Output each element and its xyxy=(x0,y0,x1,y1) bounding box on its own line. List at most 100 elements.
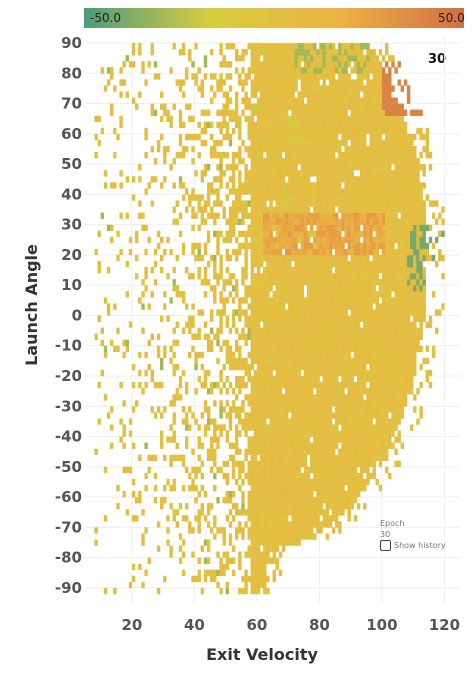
heatmap-cell xyxy=(388,382,392,389)
heatmap-cell xyxy=(247,327,251,334)
heatmap-cell xyxy=(163,176,167,183)
heatmap-cell xyxy=(281,545,286,552)
heatmap-cell xyxy=(206,194,211,201)
heatmap-cell xyxy=(216,79,220,86)
heatmap-cell xyxy=(247,394,251,401)
heatmap-cell xyxy=(344,315,348,322)
heatmap-cell xyxy=(250,533,255,540)
heatmap-cell xyxy=(356,430,361,437)
heatmap-cell xyxy=(263,224,267,232)
heatmap-cell xyxy=(338,400,342,407)
heatmap-cell xyxy=(422,297,426,304)
heatmap-cell xyxy=(266,376,270,383)
heatmap-cell xyxy=(269,321,273,328)
heatmap-cell xyxy=(322,139,326,147)
heatmap-cell xyxy=(178,382,183,389)
heatmap-cell xyxy=(269,139,273,147)
heatmap-cell xyxy=(388,303,392,310)
heatmap-cell xyxy=(385,127,389,135)
heatmap-cell xyxy=(288,491,292,498)
heatmap-cell xyxy=(303,91,308,98)
heatmap-cell xyxy=(297,351,301,359)
heatmap-cell xyxy=(278,491,283,498)
heatmap-cell xyxy=(372,85,376,92)
heatmap-cell xyxy=(260,291,264,298)
heatmap-cell xyxy=(253,382,258,389)
heatmap-cell xyxy=(331,491,336,498)
heatmap-cell xyxy=(316,170,320,177)
heatmap-cell xyxy=(291,369,295,377)
heatmap-cell xyxy=(363,448,367,455)
heatmap-cell xyxy=(322,273,326,280)
heatmap-cell xyxy=(319,97,323,104)
heatmap-cell xyxy=(394,121,398,129)
heatmap-cell xyxy=(341,127,345,135)
heatmap-cell xyxy=(253,394,258,401)
heatmap-cell xyxy=(378,448,383,455)
heatmap-cell xyxy=(238,297,242,304)
heatmap-cell xyxy=(263,533,267,540)
heatmap-cell xyxy=(400,158,405,165)
heatmap-cell xyxy=(263,497,267,504)
heatmap-cell xyxy=(225,91,230,98)
heatmap-cell xyxy=(260,388,264,395)
heatmap-cell xyxy=(413,242,417,250)
heatmap-cell xyxy=(319,230,323,238)
heatmap-cell xyxy=(119,382,123,389)
heatmap-cell xyxy=(310,315,314,322)
heatmap-cell xyxy=(253,418,258,425)
heatmap-cell xyxy=(160,236,164,244)
heatmap-cell xyxy=(288,376,292,383)
heatmap-cell xyxy=(172,103,176,110)
heatmap-cell xyxy=(381,291,386,298)
heatmap-cell xyxy=(338,485,342,492)
heatmap-cell xyxy=(253,194,258,201)
heatmap-cell xyxy=(172,478,176,486)
heatmap-cell xyxy=(253,133,258,141)
heatmap-cell xyxy=(250,242,255,250)
heatmap-cell xyxy=(400,103,405,110)
heatmap-cell xyxy=(166,236,170,244)
heatmap-cell xyxy=(222,339,226,347)
heatmap-cell xyxy=(97,315,101,322)
heatmap-cell xyxy=(410,170,414,177)
heatmap-cell xyxy=(375,188,380,195)
heatmap-cell xyxy=(278,430,283,437)
heatmap-cell xyxy=(250,303,255,310)
heatmap-cell xyxy=(210,527,214,534)
heatmap-cell xyxy=(203,61,208,68)
heatmap-cell xyxy=(222,170,226,177)
heatmap-cell xyxy=(303,497,308,504)
heatmap-cell xyxy=(350,388,355,395)
heatmap-cell xyxy=(331,388,336,395)
heatmap-cell xyxy=(219,327,223,334)
heatmap-cell xyxy=(266,109,270,116)
heatmap-cell xyxy=(216,176,220,183)
heatmap-cell xyxy=(369,182,373,189)
heatmap-cell xyxy=(194,212,198,219)
heatmap-cell xyxy=(138,200,142,207)
heatmap-cell xyxy=(210,285,214,292)
heatmap-cell xyxy=(263,563,267,571)
heatmap-cell xyxy=(213,297,217,304)
heatmap-cell xyxy=(235,460,239,468)
heatmap-cell xyxy=(156,521,161,528)
heatmap-cell xyxy=(303,466,308,474)
heatmap-cell xyxy=(266,509,270,516)
heatmap-cell xyxy=(360,212,364,219)
heatmap-cell xyxy=(400,376,405,383)
heatmap-cell xyxy=(353,430,358,437)
heatmap-cell xyxy=(378,115,383,123)
heatmap-cell xyxy=(372,254,376,262)
heatmap-cell xyxy=(303,521,308,528)
heatmap-cell xyxy=(263,146,267,153)
heatmap-cell xyxy=(235,327,239,334)
heatmap-cell xyxy=(250,127,255,135)
heatmap-cell xyxy=(272,521,276,528)
heatmap-cell xyxy=(381,158,386,165)
heatmap-cell xyxy=(375,133,380,141)
heatmap-cell xyxy=(231,491,236,498)
heatmap-cell xyxy=(375,297,380,304)
heatmap-cell xyxy=(197,333,201,340)
heatmap-cell xyxy=(269,497,273,504)
